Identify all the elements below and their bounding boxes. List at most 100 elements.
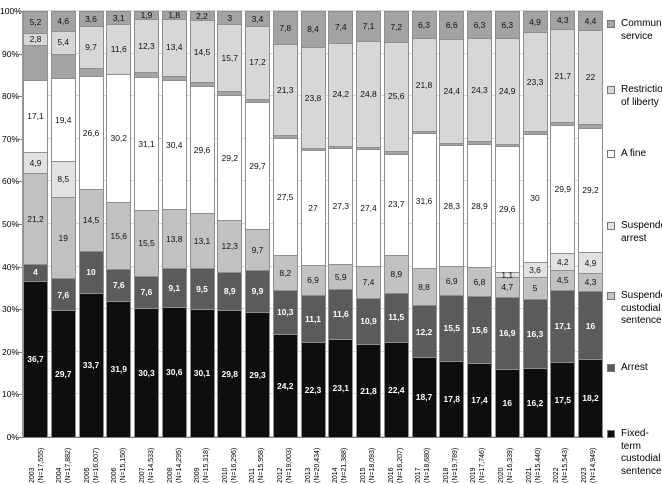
bar-segment-a-fine: 29,6 [190,86,214,213]
segment-label: 4,9 [529,16,541,27]
bar-segment-community-service: 4,3 [551,11,575,30]
bar-segment-arrest: 11,6 [329,289,353,339]
segment-label: 15,5 [138,237,155,248]
bar-segment-fixed-term-custodial-sentence: 33,7 [79,293,103,437]
segment-label: 28,9 [471,201,488,212]
bar-segment-suspended-custodial-sentence: 4,3 [579,273,602,292]
bar-segment-a-fine: 19,4 [51,78,75,161]
bar-2012: 24,2 10,3 8,2 27,5 21,3 7,8 [272,11,298,437]
x-axis-label-2004: 2004 (N=17,882) [56,447,73,483]
segment-label: 7,6 [112,280,125,291]
bar-segment-suspended-arrest: 4,9 [579,252,602,273]
segment-label: 24,3 [471,84,488,95]
segment-label: 11,5 [388,312,405,323]
segment-label: 12,3 [138,40,155,51]
bar-segment-community-service: 8,4 [301,11,325,47]
bar-segment-restriction-of-liberty: 15,7 [218,23,242,91]
bar-segment-community-service: 7,2 [384,11,408,42]
bar-segment-arrest: 4 [24,263,47,281]
bar-segment-suspended-arrest: 8,5 [51,160,75,198]
segment-label: 14,5 [193,46,211,57]
y-tick-mark [17,351,22,353]
y-tick-label: 30% [1,304,19,315]
y-tick-mark [17,138,22,140]
segment-label: 6,3 [418,19,430,30]
segment-label: 24,2 [276,380,294,391]
bar-segment-a-fine: 29,6 [495,146,519,273]
segment-label: 7,6 [140,287,153,297]
x-axis-label-2022: 2022 (N=15,543) [553,447,570,483]
segment-label: 4,3 [556,15,569,26]
segment-label: 31,6 [415,195,433,206]
bar-segment-restriction-of-liberty: 12,3 [135,19,158,72]
segment-label: 23,7 [387,199,405,210]
gridline-100% [23,10,603,11]
bar-segment-community-service: 7,8 [273,11,297,45]
segment-label: 7,4 [362,277,375,288]
bar-2019: 17,4 15,6 6,8 28,9 24,3 6,3 [467,11,492,437]
bar-segment-fixed-term-custodial-sentence: 23,1 [329,338,353,437]
segment-label: 25,6 [387,91,405,102]
bar-segment-fixed-term-custodial-sentence: 30,1 [190,308,214,437]
x-axis-label-2012: 2012 (N=19,003) [277,447,294,483]
segment-label: 29,6 [498,204,516,215]
bar-segment-restriction-of-liberty: 21,7 [551,29,575,122]
bar-segment-a-fine: 30 [523,134,547,262]
segment-label: 1,1 [501,269,514,280]
segment-label: 26,6 [82,127,100,138]
legend-item-suspended-custodial-sentence: Suspended custodial sentence [607,290,662,328]
segment-label: 8,2 [279,267,292,278]
segment-label: 19 [58,232,68,243]
bar-segment-unlabeled-gray-segment [218,90,242,96]
bar-segment-fixed-term-custodial-sentence: 17,5 [551,362,575,437]
bar-2022: 17,5 17,1 4,5 4,2 29,9 21,7 4,3 [550,11,576,437]
segment-label: 29,6 [193,144,211,155]
segment-label: 4,7 [501,282,514,293]
bar-segment-suspended-custodial-sentence: 8,9 [384,254,408,293]
bar-segment-arrest: 11,5 [384,292,408,342]
segment-label: 13,8 [165,233,183,244]
bar-segment-fixed-term-custodial-sentence: 30,6 [162,306,186,437]
y-tick-mark [17,437,22,438]
bar-segment-unlabeled-gray-segment [51,53,75,79]
segment-label: 18,2 [582,393,599,404]
segment-label: 29,2 [221,152,239,163]
bar-segment-unlabeled-gray-segment [412,130,436,134]
segment-label: 15,6 [110,230,128,241]
bar-segment-suspended-arrest: 4,2 [551,252,575,271]
segment-label: 27,5 [276,191,294,202]
bar-segment-restriction-of-liberty: 2,8 [24,33,47,46]
segment-label: 30,4 [165,139,183,150]
segment-label: 24,8 [360,89,377,100]
bar-segment-arrest: 7,6 [107,268,131,302]
segment-label: 27 [308,203,318,214]
segment-label: 14,5 [82,215,100,226]
segment-label: 9,7 [85,42,97,53]
bar-segment-community-service: 3 [218,11,242,24]
segment-label: 4,4 [584,15,597,26]
legend-swatch-a-fine [607,150,615,158]
segment-label: 17,5 [554,394,572,405]
legend-label: Community service [621,18,662,42]
bar-segment-community-service: 3,6 [79,11,103,27]
legend-swatch-arrest [607,364,615,372]
segment-label: 3,6 [85,13,97,24]
legend-swatch-fixed-term-custodial-sentence [607,430,615,438]
segment-label: 3,1 [112,12,125,23]
segment-label: 16 [585,320,596,331]
bar-segment-unlabeled-gray-segment [384,150,408,154]
bar-2009: 30,1 9,5 13,1 29,6 14,5 2,2 [189,11,215,437]
y-tick-mark [17,11,22,12]
segment-label: 9,7 [251,244,264,255]
segment-label: 9,5 [196,283,208,294]
bar-segment-fixed-term-custodial-sentence: 29,8 [218,310,242,437]
x-axis-label-2015: 2015 (N=18,093) [359,447,376,483]
bar-2003: 36,7 4 21,2 4,9 17,1 2,8 5,2 [23,11,48,437]
bar-segment-arrest: 7,6 [135,275,158,308]
bar-segment-community-service: 7,1 [357,11,380,42]
bar-2017: 18,7 12,2 8,8 31,6 21,8 6,3 [411,11,437,437]
segment-label: 7,2 [390,21,403,32]
bar-segment-restriction-of-liberty: 17,2 [246,25,269,99]
segment-label: 23,8 [304,92,322,103]
segment-label: 30,1 [193,368,211,379]
